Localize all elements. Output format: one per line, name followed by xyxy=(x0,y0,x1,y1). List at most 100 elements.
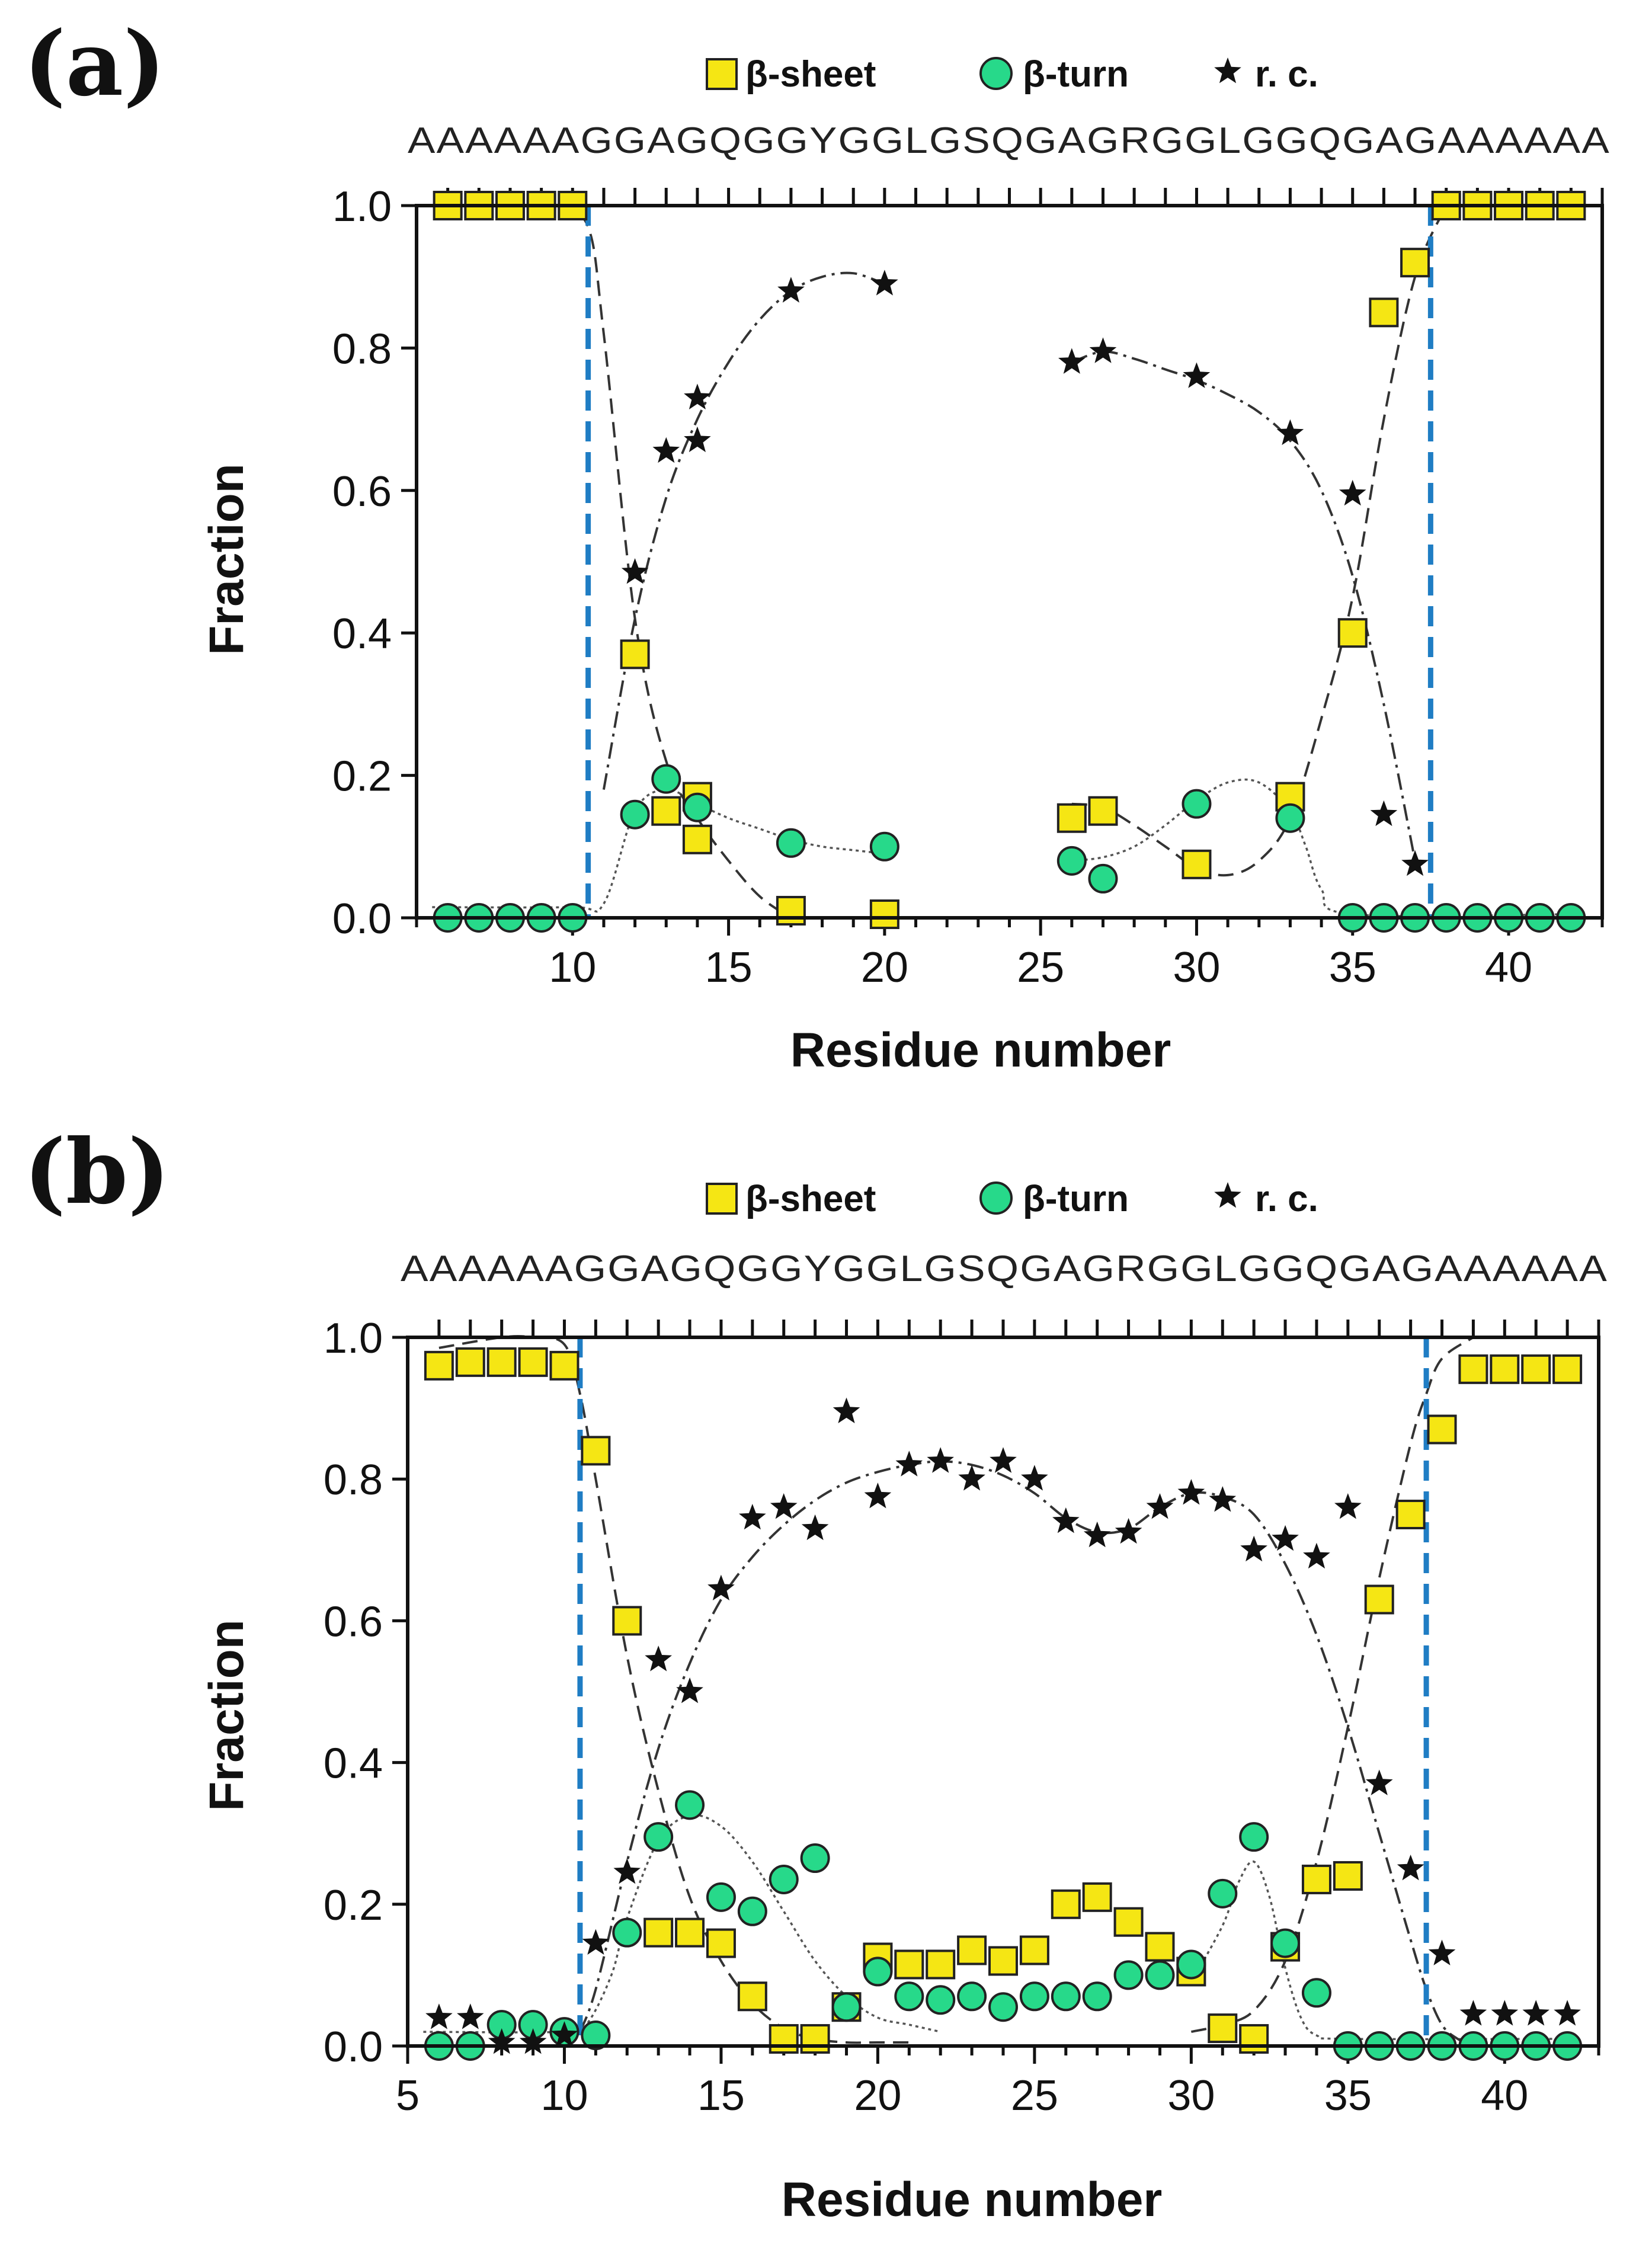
beta-turn-point xyxy=(800,1843,830,1874)
x-axis-title-b: Residue number xyxy=(782,2173,1162,2227)
beta-sheet-point xyxy=(1088,796,1118,826)
beta-sheet-point xyxy=(737,1981,767,2012)
y-tick-label: 0.4 xyxy=(324,1740,383,1788)
x-tick-label: 35 xyxy=(1329,944,1376,991)
beta-turn-point xyxy=(894,1981,924,2012)
random-coil-point xyxy=(777,277,805,303)
y-axis-title-b: Fraction xyxy=(200,1619,254,1811)
panel-a: (a) β-sheet β-turn r. c. AAAAAAGGAGQGGYG… xyxy=(24,12,1609,1077)
panel-label-b: (b) xyxy=(24,1120,170,1224)
random-coil-point xyxy=(1083,1521,1111,1548)
beta-sheet-point xyxy=(1395,1500,1426,1529)
legend-turn-label: β-turn xyxy=(1023,54,1129,95)
y-tick-label: 0.8 xyxy=(324,1456,383,1504)
random-coil-point xyxy=(1370,800,1398,827)
random-coil-point xyxy=(676,1677,703,1704)
x-tick-label: 40 xyxy=(1481,2072,1528,2119)
legend-sheet-label: β-sheet xyxy=(745,54,876,95)
random-coil-point xyxy=(1272,1525,1299,1551)
random-coil-point xyxy=(1021,1465,1048,1491)
y-tick-label: 0.0 xyxy=(324,2023,383,2071)
random-coil-point xyxy=(1052,1507,1080,1533)
beta-sheet-point xyxy=(549,1350,580,1381)
beta-sheet-point xyxy=(1019,1935,1049,1965)
beta-sheet-point xyxy=(706,1928,736,1958)
beta-sheet-point xyxy=(455,1347,485,1377)
beta-sheet-point xyxy=(1364,1584,1394,1615)
random-coil-point xyxy=(1115,1517,1142,1544)
beta-turn-point xyxy=(1239,1822,1269,1852)
random-coil-point xyxy=(1491,2000,1519,2026)
x-tick-label: 30 xyxy=(1167,2072,1215,2119)
legend-turn-label: β-turn xyxy=(1023,1179,1129,1219)
x-tick-label: 15 xyxy=(697,2072,745,2119)
y-axis-title-a: Fraction xyxy=(200,463,254,655)
random-coil-point xyxy=(1554,2000,1581,2026)
legend-a: β-sheet β-turn r. c. xyxy=(706,54,1318,95)
beta-sheet-point xyxy=(612,1606,642,1636)
beta-sheet-point xyxy=(1552,1354,1583,1384)
fit-curve-turn xyxy=(1071,778,1571,917)
random-coil-point xyxy=(684,383,711,409)
beta-sheet-point xyxy=(1182,849,1212,879)
beta-sheet-point xyxy=(1490,1354,1520,1384)
y-tick-label: 1.0 xyxy=(324,1315,383,1362)
beta-turn-point xyxy=(1056,846,1087,876)
fit-curve-sheet xyxy=(556,204,792,919)
random-coil-point xyxy=(1303,1542,1330,1569)
beta-turn-point xyxy=(706,1882,736,1912)
random-coil-point xyxy=(958,1465,985,1491)
beta-sheet-point xyxy=(1239,2024,1269,2054)
random-coil-point xyxy=(1339,479,1366,506)
x-tick-label: 25 xyxy=(1017,944,1064,991)
y-tick-label: 0.0 xyxy=(332,895,392,943)
beta-turn-point xyxy=(1082,1981,1112,2012)
fit-curve-rc xyxy=(1071,350,1417,862)
beta-sheet-point xyxy=(682,824,712,854)
plot-frame xyxy=(406,1336,1600,2048)
beta-sheet-point xyxy=(675,1917,705,1948)
x-tick-label: 20 xyxy=(854,2072,901,2119)
beta-sheet-point xyxy=(1337,618,1368,648)
beta-sheet-point xyxy=(1400,248,1430,278)
beta-sheet-point xyxy=(643,1917,674,1948)
fit-curve-rc xyxy=(579,1460,1474,2047)
beta-turn-point xyxy=(1270,1928,1301,1958)
fit-curve-rc xyxy=(602,271,885,790)
beta-turn-point xyxy=(1051,1981,1081,2012)
beta-sheet-point xyxy=(424,1350,454,1381)
legend-sheet-marker xyxy=(706,58,738,90)
random-coil-point xyxy=(613,1858,641,1884)
random-coil-point xyxy=(621,558,649,584)
y-tick-label: 0.2 xyxy=(332,753,392,801)
beta-sheet-point xyxy=(1458,1354,1488,1384)
legend-rc-label: r. c. xyxy=(1255,1179,1318,1219)
random-coil-point xyxy=(1058,348,1086,374)
x-tick-label: 20 xyxy=(861,944,908,991)
random-coil-point xyxy=(1334,1493,1362,1519)
random-coil-point xyxy=(1522,2000,1549,2026)
random-coil-point xyxy=(707,1574,735,1600)
beta-turn-point xyxy=(581,2021,611,2051)
beta-turn-point xyxy=(769,1864,799,1894)
x-tick-label: 10 xyxy=(549,944,596,991)
x-tick-label: 10 xyxy=(540,2072,588,2119)
beta-sheet-point xyxy=(869,899,899,929)
beta-turn-point xyxy=(1088,863,1118,894)
beta-sheet-point xyxy=(800,2024,830,2054)
random-coil-point xyxy=(927,1447,954,1473)
beta-sheet-point xyxy=(957,1935,987,1965)
random-coil-point xyxy=(1365,1769,1393,1795)
y-tick-label: 0.2 xyxy=(324,1882,383,1929)
beta-sheet-point xyxy=(988,1946,1018,1976)
y-tick-label: 0.4 xyxy=(332,610,392,658)
beta-sheet-point xyxy=(894,1949,924,1980)
x-tick-label: 25 xyxy=(1011,2072,1058,2119)
beta-turn-point xyxy=(620,799,650,830)
fit-curve-sheet xyxy=(438,1335,910,2044)
sequence-b: AAAAAAGGAGQGGYGGLGSQGAGRGGLGGQGAGAAAAAA xyxy=(401,1248,1608,1289)
beta-turn-point xyxy=(869,831,899,862)
random-coil-point xyxy=(801,1514,829,1541)
beta-sheet-point xyxy=(776,895,806,926)
